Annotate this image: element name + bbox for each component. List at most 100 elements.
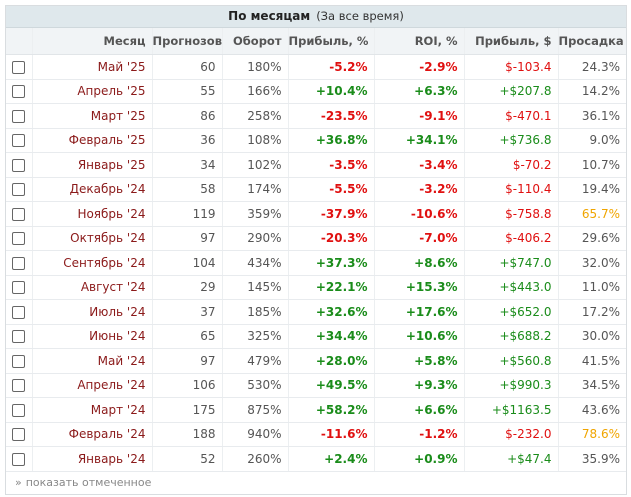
- month-cell[interactable]: Апрель '25: [32, 79, 153, 104]
- profit-usd-cell: +$990.3: [464, 373, 559, 398]
- profit-pct-cell: -3.5%: [288, 152, 375, 178]
- panel-title-text: По месяцам: [228, 9, 311, 23]
- row-checkbox[interactable]: [12, 281, 26, 295]
- row-checkbox-cell[interactable]: [6, 373, 33, 398]
- month-cell[interactable]: Июнь '24: [32, 324, 153, 349]
- row-checkbox[interactable]: [12, 452, 26, 466]
- profit-usd-cell: +$736.8: [464, 128, 559, 153]
- month-cell[interactable]: Ноябрь '24: [32, 201, 153, 227]
- row-checkbox-cell[interactable]: [6, 299, 33, 325]
- panel-subtitle: (За все время): [316, 9, 404, 23]
- column-header-profit-usd[interactable]: Прибыль, $: [464, 28, 559, 55]
- row-checkbox-cell[interactable]: [6, 226, 33, 251]
- column-header-month[interactable]: Месяц: [32, 28, 153, 55]
- month-cell[interactable]: Февраль '25: [32, 128, 153, 153]
- month-cell[interactable]: Апрель '24: [32, 373, 153, 398]
- row-checkbox[interactable]: [12, 134, 26, 148]
- forecasts-cell: 29: [152, 275, 223, 300]
- month-cell[interactable]: Май '24: [32, 348, 153, 374]
- row-checkbox[interactable]: [12, 85, 26, 99]
- month-cell[interactable]: Март '25: [32, 103, 153, 129]
- column-header-forecasts[interactable]: Прогнозов: [152, 28, 223, 55]
- column-header-turnover[interactable]: Оборот: [222, 28, 289, 55]
- row-checkbox[interactable]: [12, 305, 26, 319]
- row-checkbox-cell[interactable]: [6, 446, 33, 472]
- month-cell[interactable]: Сентябрь '24: [32, 250, 153, 276]
- row-checkbox[interactable]: [12, 158, 26, 172]
- profit-usd-cell: +$443.0: [464, 275, 559, 300]
- table-row: Январь '24 52 260% +2.4% +0.9% +$47.4 35.9%: [6, 446, 626, 472]
- roi-cell: +8.6%: [374, 250, 465, 276]
- roi-cell: -9.1%: [374, 103, 465, 129]
- row-checkbox-cell[interactable]: [6, 422, 33, 447]
- row-checkbox-cell[interactable]: [6, 397, 33, 423]
- row-checkbox[interactable]: [12, 183, 26, 197]
- double-chevron-icon: »: [15, 475, 22, 489]
- profit-pct-cell: +32.6%: [288, 299, 375, 325]
- row-checkbox-cell[interactable]: [6, 152, 33, 178]
- row-checkbox-cell[interactable]: [6, 250, 33, 276]
- month-cell[interactable]: Июль '24: [32, 299, 153, 325]
- turnover-cell: 166%: [222, 79, 289, 104]
- profit-pct-cell: +34.4%: [288, 324, 375, 349]
- show-checked-link[interactable]: » показать отмеченное: [6, 471, 626, 494]
- forecasts-cell: 86: [152, 103, 223, 129]
- row-checkbox-cell[interactable]: [6, 177, 33, 202]
- row-checkbox[interactable]: [12, 207, 26, 221]
- forecasts-cell: 65: [152, 324, 223, 349]
- month-cell[interactable]: Февраль '24: [32, 422, 153, 447]
- panel-title: По месяцам (За все время): [6, 6, 626, 28]
- drawdown-cell: 34.5%: [558, 373, 626, 398]
- row-checkbox[interactable]: [12, 403, 26, 417]
- row-checkbox[interactable]: [12, 109, 26, 123]
- roi-cell: +0.9%: [374, 446, 465, 472]
- column-header-profit-pct[interactable]: Прибыль, %: [288, 28, 375, 55]
- month-cell[interactable]: Январь '25: [32, 152, 153, 178]
- profit-usd-cell: $-758.8: [464, 201, 559, 227]
- drawdown-cell: 10.7%: [558, 152, 626, 178]
- month-cell[interactable]: Март '24: [32, 397, 153, 423]
- row-checkbox-cell[interactable]: [6, 275, 33, 300]
- roi-cell: -7.0%: [374, 226, 465, 251]
- turnover-cell: 530%: [222, 373, 289, 398]
- row-checkbox[interactable]: [12, 330, 26, 344]
- row-checkbox-cell[interactable]: [6, 103, 33, 129]
- profit-usd-cell: $-470.1: [464, 103, 559, 129]
- profit-pct-cell: -11.6%: [288, 422, 375, 447]
- turnover-cell: 258%: [222, 103, 289, 129]
- forecasts-cell: 36: [152, 128, 223, 153]
- table-row: Январь '25 34 102% -3.5% -3.4% $-70.2 10.7%: [6, 152, 626, 178]
- row-checkbox[interactable]: [12, 256, 26, 270]
- row-checkbox[interactable]: [12, 354, 26, 368]
- roi-cell: -3.2%: [374, 177, 465, 202]
- column-header-drawdown[interactable]: Просадка: [558, 28, 626, 55]
- profit-pct-cell: +58.2%: [288, 397, 375, 423]
- row-checkbox[interactable]: [12, 232, 26, 246]
- forecasts-cell: 55: [152, 79, 223, 104]
- month-cell[interactable]: Октябрь '24: [32, 226, 153, 251]
- row-checkbox[interactable]: [12, 428, 26, 442]
- roi-cell: +5.8%: [374, 348, 465, 374]
- show-checked-label: показать отмеченное: [25, 475, 152, 489]
- drawdown-cell: 9.0%: [558, 128, 626, 153]
- table-header-row: Месяц Прогнозов Оборот Прибыль, % ROI, %…: [6, 28, 626, 55]
- column-header-roi[interactable]: ROI, %: [374, 28, 465, 55]
- row-checkbox-cell[interactable]: [6, 54, 33, 80]
- row-checkbox-cell[interactable]: [6, 128, 33, 153]
- roi-cell: -1.2%: [374, 422, 465, 447]
- row-checkbox[interactable]: [12, 60, 26, 74]
- month-cell[interactable]: Август '24: [32, 275, 153, 300]
- profit-pct-cell: -37.9%: [288, 201, 375, 227]
- row-checkbox-cell[interactable]: [6, 348, 33, 374]
- drawdown-cell: 29.6%: [558, 226, 626, 251]
- row-checkbox-cell[interactable]: [6, 324, 33, 349]
- month-cell[interactable]: Январь '24: [32, 446, 153, 472]
- drawdown-cell: 32.0%: [558, 250, 626, 276]
- row-checkbox-cell[interactable]: [6, 201, 33, 227]
- drawdown-cell: 36.1%: [558, 103, 626, 129]
- header-select-cell: [6, 28, 33, 55]
- month-cell[interactable]: Май '25: [32, 54, 153, 80]
- month-cell[interactable]: Декабрь '24: [32, 177, 153, 202]
- row-checkbox[interactable]: [12, 379, 26, 393]
- row-checkbox-cell[interactable]: [6, 79, 33, 104]
